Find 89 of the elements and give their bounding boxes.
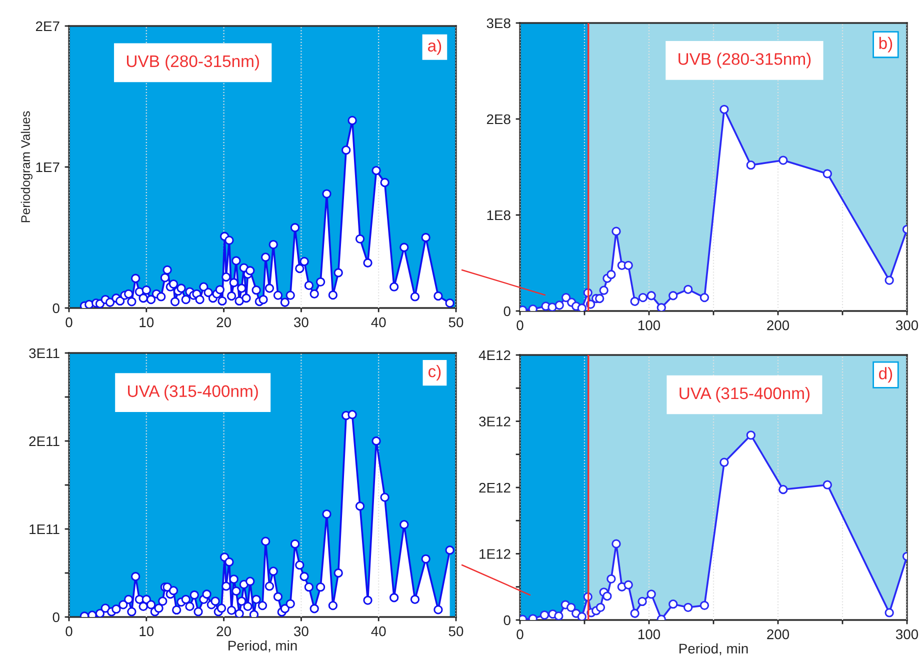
x-tick-label: 200 (767, 629, 790, 640)
y-tick-label: 0 (504, 615, 510, 626)
point (561, 292, 571, 302)
point (566, 602, 576, 612)
y-tick-label: 2E8 (486, 114, 510, 124)
point (540, 610, 550, 620)
y-axis-title: Periodogram Values (20, 111, 32, 222)
x-tick-label: 0 (66, 626, 72, 636)
point (577, 612, 587, 620)
annotation: a) (428, 39, 442, 55)
point (822, 480, 832, 490)
point (630, 608, 640, 618)
annotation: c) (428, 365, 441, 381)
point (684, 602, 693, 612)
point (646, 590, 656, 599)
x-tick-label: 100 (638, 320, 660, 330)
point (884, 276, 894, 285)
point (612, 539, 621, 548)
point (746, 160, 756, 170)
point (720, 104, 729, 114)
point (624, 580, 633, 590)
point (599, 286, 608, 295)
x-axis-title: Period, min (680, 643, 748, 656)
y-tick-label: 1E11 (30, 524, 60, 534)
x-tick-label: 20 (216, 626, 231, 636)
y-tick-label: 4E12 (478, 350, 510, 360)
y-tick-label: 1E7 (36, 162, 60, 172)
point (822, 169, 832, 178)
x-tick-label: 10 (140, 626, 154, 636)
y-tick-label: 3E11 (29, 348, 60, 358)
annotation: b) (879, 36, 892, 52)
annotation: UVA (315-400nm) (128, 384, 258, 400)
point (612, 226, 621, 236)
x-tick-label: 100 (638, 629, 660, 640)
point (595, 294, 604, 304)
point (528, 304, 538, 311)
y-tick-label: 2E12 (479, 482, 510, 493)
annotation: d) (879, 367, 892, 383)
point (624, 260, 633, 270)
x-tick-label: 10 (140, 317, 154, 328)
point (554, 300, 564, 310)
point (720, 458, 729, 467)
y-tick-label: 0 (504, 306, 510, 316)
x-tick-label: 300 (896, 629, 918, 640)
y-tick-label: 3E8 (486, 18, 510, 28)
x-axis-title: Period, min (228, 640, 297, 652)
x-tick-label: 0 (516, 629, 524, 640)
point (548, 302, 557, 311)
x-tick-label: 200 (767, 320, 790, 330)
point (606, 574, 616, 584)
point (668, 600, 678, 609)
point (630, 296, 640, 306)
x-tick-label: 50 (448, 626, 464, 636)
point (668, 291, 678, 300)
point (596, 602, 606, 612)
x-tick-label: 50 (448, 317, 464, 328)
x-tick-label: 20 (216, 317, 231, 328)
point (554, 611, 564, 620)
point (884, 608, 894, 618)
point (638, 292, 648, 302)
point (700, 600, 710, 610)
y-tick-label: 0 (52, 612, 60, 622)
x-tick-label: 40 (371, 317, 386, 328)
point (606, 270, 616, 280)
x-tick-label: 30 (294, 626, 308, 636)
point (700, 292, 710, 302)
annotation: UVB (280-315nm) (678, 52, 811, 68)
y-tick-label: 2E11 (29, 436, 60, 446)
point (656, 303, 666, 311)
x-tick-label: 40 (371, 626, 386, 636)
x-tick-label: 30 (294, 317, 308, 328)
y-tick-label: 0 (52, 303, 60, 314)
point (646, 291, 656, 300)
annotation: UVA (315-400nm) (680, 386, 810, 403)
point (602, 592, 612, 601)
point (577, 304, 587, 311)
point (778, 156, 788, 165)
point (746, 430, 756, 440)
point (684, 284, 693, 294)
x-tick-label: 0 (516, 320, 524, 330)
x-tick-label: 0 (66, 317, 72, 328)
point (638, 596, 647, 606)
y-tick-label: 3E12 (479, 416, 510, 426)
point (778, 484, 788, 494)
y-tick-label: 1E8 (487, 210, 510, 220)
x-tick-label: 300 (896, 320, 918, 330)
y-tick-label: 1E12 (480, 549, 510, 559)
annotation: UVB (280-315nm) (126, 54, 259, 70)
y-tick-label: 2E7 (36, 21, 60, 32)
